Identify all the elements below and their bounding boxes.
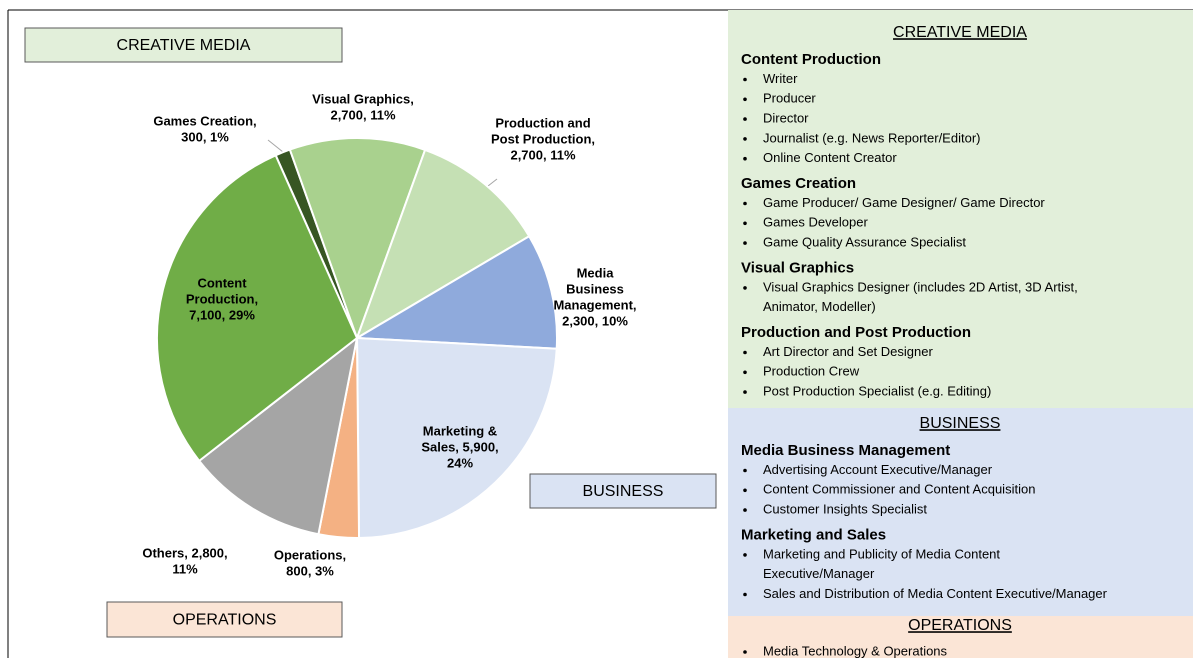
data-label: 2,700, 11% — [330, 107, 395, 122]
list-item: Animator, Modeller) — [763, 299, 876, 314]
list-item: Visual Graphics Designer (includes 2D Ar… — [763, 279, 1078, 294]
list-item: Customer Insights Specialist — [763, 502, 927, 517]
group-heading: Visual Graphics — [741, 259, 854, 276]
data-label: Others, 2,800, — [142, 545, 227, 560]
bullet — [743, 390, 747, 394]
bullet — [743, 221, 747, 226]
data-label: Marketing & — [423, 423, 497, 438]
group-heading: Games Creation — [741, 175, 856, 192]
data-label: Media — [577, 265, 615, 280]
bullet — [743, 468, 747, 473]
list-item: Game Quality Assurance Specialist — [763, 235, 966, 250]
leader-line — [267, 139, 284, 153]
data-label: 300, 1% — [181, 129, 229, 144]
pie-slice — [197, 335, 359, 536]
bullet — [743, 592, 747, 597]
bullet — [743, 77, 747, 82]
bullet — [743, 97, 747, 102]
group-heading: Marketing and Sales — [741, 526, 886, 543]
category-box — [529, 473, 717, 509]
data-label: Production and — [495, 115, 590, 130]
bullet — [743, 241, 747, 245]
bullet — [743, 117, 747, 121]
list-item: Game Producer/ Game Designer/ Game Direc… — [763, 195, 1045, 210]
data-label: 7,100, 29% — [189, 307, 255, 322]
category-box-label: BUSINESS — [583, 483, 664, 500]
pie-slice — [355, 148, 531, 341]
list-item: Media Technology & Operations — [763, 643, 948, 658]
list-item: Director — [763, 111, 809, 126]
category-box — [24, 27, 343, 63]
list-item: Writer — [763, 71, 798, 86]
bullet — [743, 650, 747, 654]
operations-panel — [728, 616, 1193, 658]
data-label: 2,300, 10% — [562, 313, 628, 328]
bullet — [743, 137, 747, 141]
pie-slice — [288, 137, 427, 341]
data-label: Business — [566, 281, 624, 296]
list-item: Executive/Manager — [763, 566, 875, 581]
list-item: Games Developer — [763, 215, 868, 230]
data-label: Post Production, — [491, 131, 595, 146]
bullet — [743, 553, 747, 557]
creative-panel — [728, 10, 1193, 408]
list-item: Production Crew — [763, 364, 860, 379]
business-panel — [728, 408, 1193, 616]
list-item: Journalist (e.g. News Reporter/Editor) — [763, 130, 980, 145]
bullet — [743, 156, 747, 161]
data-label: Production, — [186, 291, 258, 306]
list-item: Content Commissioner and Content Acquisi… — [763, 482, 1035, 497]
bullet — [743, 508, 747, 512]
leader-line — [487, 178, 498, 187]
category-box-label: OPERATIONS — [173, 612, 277, 629]
data-label: Sales, 5,900, — [421, 439, 498, 454]
list-item: Sales and Distribution of Media Content … — [763, 586, 1108, 601]
panel-title: OPERATIONS — [908, 617, 1012, 634]
data-label: 2,700, 11% — [510, 147, 575, 162]
data-label: Operations, — [274, 547, 346, 562]
category-box-label: CREATIVE MEDIA — [117, 37, 251, 54]
data-label: 24% — [447, 455, 473, 470]
list-item: Advertising Account Executive/Manager — [763, 462, 993, 477]
list-item: Producer — [763, 91, 816, 106]
list-item: Marketing and Publicity of Media Content — [763, 546, 1000, 561]
bullet — [743, 286, 747, 290]
data-label: Content — [197, 275, 247, 290]
group-heading: Production and Post Production — [741, 324, 971, 341]
pie-slice — [353, 234, 558, 350]
list-item: Art Director and Set Designer — [763, 344, 933, 359]
panel-title: CREATIVE MEDIA — [893, 24, 1027, 41]
data-label: Games Creation, — [153, 113, 256, 128]
bullet — [743, 488, 747, 493]
data-label: 11% — [172, 561, 198, 576]
bullet — [743, 370, 747, 375]
bullet — [743, 201, 747, 206]
category-box — [106, 601, 343, 638]
panel-title: BUSINESS — [920, 415, 1001, 432]
data-label: 800, 3% — [286, 563, 334, 578]
data-label: Management, — [553, 297, 636, 312]
group-heading: Content Production — [741, 51, 881, 68]
data-label: Visual Graphics, — [312, 91, 414, 106]
group-heading: Media Business Management — [741, 442, 950, 459]
list-item: Online Content Creator — [763, 150, 897, 165]
pie-slice — [355, 336, 558, 540]
pie-slice — [156, 153, 359, 463]
list-item: Post Production Specialist (e.g. Editing… — [763, 384, 991, 399]
bullet — [743, 350, 747, 355]
